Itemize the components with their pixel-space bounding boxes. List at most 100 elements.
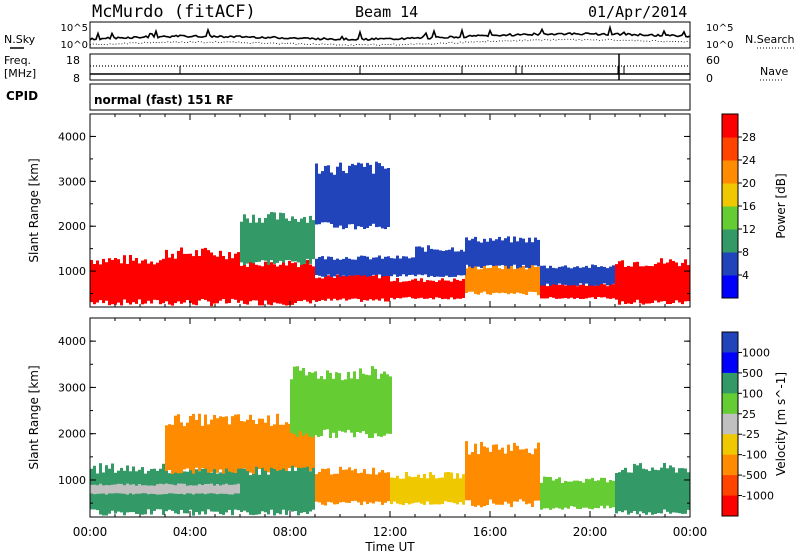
data-cell — [216, 484, 219, 495]
data-cell — [474, 264, 477, 294]
data-cell — [344, 379, 347, 433]
data-cell — [207, 424, 210, 473]
data-cell — [513, 236, 516, 265]
data-cell — [489, 451, 492, 500]
colorbar-tick-label: 100 — [742, 387, 763, 400]
data-cell — [309, 471, 312, 512]
data-cell — [561, 483, 564, 510]
data-cell — [573, 284, 576, 299]
data-cell — [279, 424, 282, 474]
data-cell — [471, 452, 474, 506]
data-cell — [123, 485, 126, 494]
data-cell — [450, 281, 453, 298]
xaxis-label: Time UT — [364, 540, 415, 554]
data-cell — [687, 265, 690, 302]
data-cell — [421, 247, 424, 276]
data-cell — [222, 484, 225, 494]
data-cell — [621, 470, 624, 513]
data-cell — [324, 469, 327, 506]
data-cell — [321, 256, 324, 277]
data-cell — [408, 476, 411, 505]
data-cell — [243, 214, 246, 265]
colorbar-tick-label: 25 — [742, 408, 756, 421]
data-cell — [366, 274, 369, 301]
data-cell — [399, 478, 402, 505]
colorbar-tick-label: 1000 — [742, 346, 770, 359]
data-cell — [303, 467, 306, 513]
data-cell — [678, 266, 681, 303]
data-cell — [597, 480, 600, 509]
data-cell — [114, 484, 117, 494]
data-cell — [492, 240, 495, 266]
data-cell — [192, 485, 195, 495]
data-cell — [168, 257, 171, 305]
data-cell — [273, 264, 276, 303]
data-cell — [354, 165, 357, 230]
data-cell — [138, 484, 141, 494]
data-cell — [327, 256, 330, 275]
data-cell — [357, 162, 360, 227]
data-cell — [444, 280, 447, 299]
data-cell — [339, 259, 342, 277]
data-cell — [480, 441, 483, 508]
data-cell — [306, 417, 309, 473]
data-cell — [93, 484, 96, 495]
data-cell — [111, 259, 114, 305]
data-cell — [468, 240, 471, 267]
data-cell — [480, 242, 483, 269]
data-cell — [249, 414, 252, 473]
data-cell — [345, 173, 348, 228]
colorbar-segment — [722, 434, 738, 456]
data-cell — [231, 484, 234, 495]
data-cell — [468, 454, 471, 501]
data-cell — [522, 265, 525, 294]
data-cell — [369, 274, 372, 300]
data-cell — [645, 265, 648, 304]
data-cell — [567, 267, 570, 286]
data-cell — [318, 173, 321, 225]
data-cell — [510, 450, 513, 508]
data-cell — [305, 375, 308, 434]
data-cell — [306, 259, 309, 302]
data-cell — [291, 263, 294, 305]
noise-axis-right-bottom: 10^0 — [706, 40, 733, 51]
data-cell — [204, 484, 207, 495]
data-cell — [300, 262, 303, 302]
data-cell — [672, 261, 675, 303]
data-cell — [267, 474, 270, 515]
colorbar-tick-label: 8 — [742, 246, 749, 259]
data-cell — [288, 423, 291, 468]
colorbar-segment — [722, 275, 738, 299]
data-cell — [498, 449, 501, 505]
data-cell — [228, 424, 231, 472]
data-cell — [201, 485, 204, 494]
data-cell — [252, 214, 255, 264]
data-cell — [135, 485, 138, 494]
data-cell — [600, 283, 603, 298]
data-cell — [371, 366, 374, 438]
colorbar-segment — [722, 206, 738, 230]
data-cell — [123, 255, 126, 300]
data-cell — [255, 222, 258, 263]
data-cell — [135, 258, 138, 304]
data-cell — [303, 413, 306, 473]
data-cell — [186, 253, 189, 300]
data-cell — [576, 266, 579, 286]
data-cell — [639, 266, 642, 304]
data-cell — [117, 259, 120, 303]
data-cell — [624, 467, 627, 511]
data-cell — [93, 264, 96, 305]
colorbar-frame — [721, 331, 739, 517]
data-cell — [204, 247, 207, 300]
colorbar-segment — [722, 332, 738, 353]
data-layer — [90, 161, 690, 307]
data-cell — [432, 474, 435, 505]
data-cell — [687, 472, 690, 510]
data-cell — [585, 285, 588, 299]
data-cell — [457, 251, 460, 276]
data-cell — [246, 419, 249, 474]
data-cell — [417, 280, 420, 299]
data-cell — [441, 278, 444, 300]
data-cell — [516, 241, 519, 269]
data-cell — [549, 265, 552, 286]
